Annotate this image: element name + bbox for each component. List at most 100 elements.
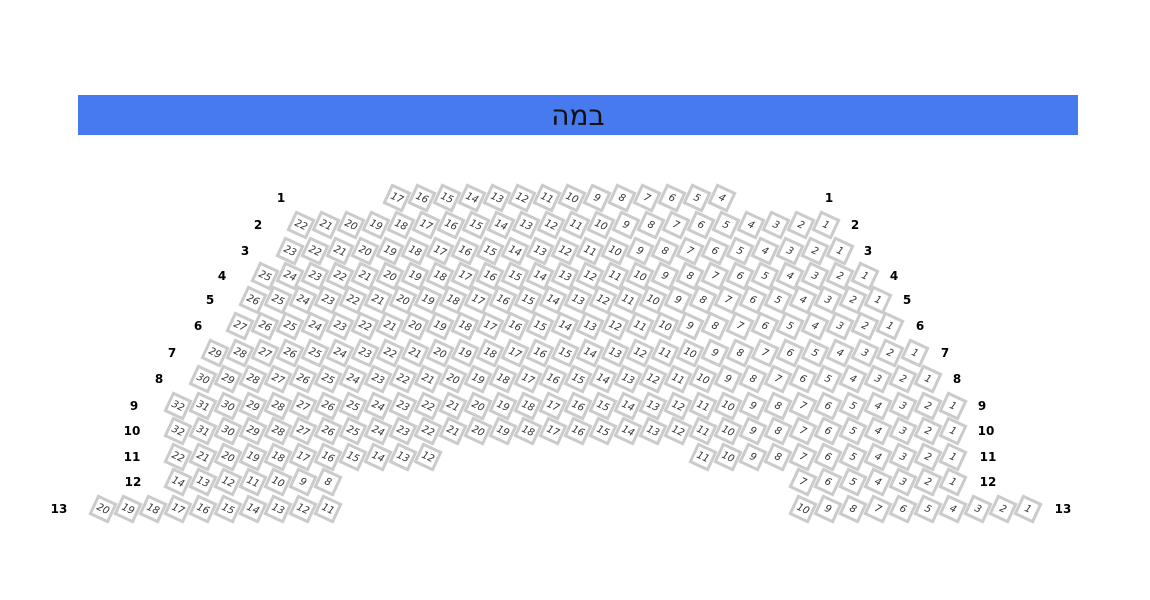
seat[interactable]: 19 [488, 416, 518, 446]
seat[interactable]: 13 [638, 391, 668, 421]
seat[interactable]: 27 [288, 416, 318, 446]
seat[interactable]: 18 [513, 416, 543, 446]
seat[interactable]: 14 [163, 467, 193, 497]
seat[interactable]: 7 [750, 338, 780, 368]
seat[interactable]: 14 [457, 183, 487, 213]
seat[interactable]: 13 [638, 416, 668, 446]
seat[interactable]: 20 [425, 338, 455, 368]
seat[interactable]: 25 [338, 416, 368, 446]
seat[interactable]: 9 [288, 467, 318, 497]
seat[interactable]: 1 [811, 210, 841, 240]
seat[interactable]: 19 [425, 311, 455, 341]
seat[interactable]: 30 [213, 391, 243, 421]
seat[interactable]: 20 [400, 311, 430, 341]
seat[interactable]: 3 [850, 338, 880, 368]
seat[interactable]: 10 [650, 311, 680, 341]
seat[interactable]: 10 [788, 494, 818, 524]
seat[interactable]: 14 [550, 311, 580, 341]
seat[interactable]: 13 [525, 236, 555, 266]
seat[interactable]: 22 [300, 236, 330, 266]
seat[interactable]: 12 [638, 364, 668, 394]
seat[interactable]: 7 [661, 210, 691, 240]
seat[interactable]: 24 [363, 391, 393, 421]
seat[interactable]: 8 [650, 236, 680, 266]
seat[interactable]: 26 [275, 338, 305, 368]
seat[interactable]: 7 [632, 183, 662, 213]
seat[interactable]: 23 [350, 338, 380, 368]
seat[interactable]: 30 [188, 364, 218, 394]
seat[interactable]: 7 [788, 416, 818, 446]
seat[interactable]: 10 [713, 416, 743, 446]
seat[interactable]: 26 [250, 311, 280, 341]
seat[interactable]: 4 [863, 467, 893, 497]
seat[interactable]: 19 [238, 442, 268, 472]
seat[interactable]: 9 [813, 494, 843, 524]
seat[interactable]: 7 [675, 236, 705, 266]
seat[interactable]: 9 [582, 183, 612, 213]
seat[interactable]: 17 [382, 183, 412, 213]
seat[interactable]: 11 [575, 236, 605, 266]
seat[interactable]: 15 [525, 311, 555, 341]
seat[interactable]: 3 [888, 467, 918, 497]
seat[interactable]: 1 [825, 236, 855, 266]
seat[interactable]: 15 [461, 210, 491, 240]
seat[interactable]: 8 [700, 311, 730, 341]
seat[interactable]: 18 [450, 311, 480, 341]
seat[interactable]: 18 [488, 364, 518, 394]
seat[interactable]: 16 [500, 311, 530, 341]
seat[interactable]: 8 [607, 183, 637, 213]
seat[interactable]: 22 [388, 364, 418, 394]
seat[interactable]: 15 [475, 236, 505, 266]
seat[interactable]: 25 [313, 364, 343, 394]
seat[interactable]: 11 [688, 416, 718, 446]
seat[interactable]: 29 [238, 391, 268, 421]
seat[interactable]: 26 [288, 364, 318, 394]
seat[interactable]: 20 [336, 210, 366, 240]
seat[interactable]: 2 [913, 467, 943, 497]
seat[interactable]: 17 [425, 236, 455, 266]
seat[interactable]: 10 [713, 442, 743, 472]
seat[interactable]: 16 [407, 183, 437, 213]
seat[interactable]: 1 [938, 467, 968, 497]
seat[interactable]: 23 [325, 311, 355, 341]
seat[interactable]: 4 [838, 364, 868, 394]
seat[interactable]: 14 [363, 442, 393, 472]
seat[interactable]: 5 [913, 494, 943, 524]
seat[interactable]: 5 [682, 183, 712, 213]
seat[interactable]: 6 [750, 311, 780, 341]
seat[interactable]: 20 [463, 391, 493, 421]
seat[interactable]: 22 [413, 391, 443, 421]
seat[interactable]: 5 [838, 391, 868, 421]
seat[interactable]: 6 [775, 338, 805, 368]
seat[interactable]: 3 [888, 416, 918, 446]
seat[interactable]: 8 [636, 210, 666, 240]
seat[interactable]: 21 [400, 338, 430, 368]
seat[interactable]: 2 [913, 442, 943, 472]
seat[interactable]: 17 [538, 416, 568, 446]
seat[interactable]: 5 [813, 364, 843, 394]
seat[interactable]: 14 [486, 210, 516, 240]
seat[interactable]: 11 [313, 494, 343, 524]
seat[interactable]: 13 [575, 311, 605, 341]
seat[interactable]: 17 [411, 210, 441, 240]
seat[interactable]: 9 [738, 442, 768, 472]
seat[interactable]: 4 [863, 416, 893, 446]
seat[interactable]: 27 [288, 391, 318, 421]
seat[interactable]: 2 [888, 364, 918, 394]
seat[interactable]: 4 [750, 236, 780, 266]
seat[interactable]: 6 [657, 183, 687, 213]
seat[interactable]: 6 [700, 236, 730, 266]
seat[interactable]: 22 [413, 416, 443, 446]
seat[interactable]: 23 [388, 391, 418, 421]
seat[interactable]: 15 [563, 364, 593, 394]
seat[interactable]: 18 [400, 236, 430, 266]
seat[interactable]: 4 [800, 311, 830, 341]
seat[interactable]: 27 [263, 364, 293, 394]
seat[interactable]: 20 [88, 494, 118, 524]
seat[interactable]: 29 [238, 416, 268, 446]
seat[interactable]: 4 [825, 338, 855, 368]
seat[interactable]: 18 [138, 494, 168, 524]
seat[interactable]: 9 [700, 338, 730, 368]
seat[interactable]: 25 [338, 391, 368, 421]
seat[interactable]: 10 [688, 364, 718, 394]
